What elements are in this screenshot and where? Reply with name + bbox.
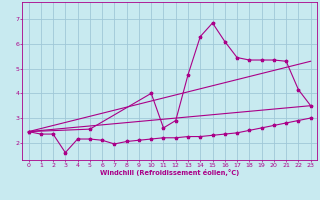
X-axis label: Windchill (Refroidissement éolien,°C): Windchill (Refroidissement éolien,°C) bbox=[100, 169, 239, 176]
